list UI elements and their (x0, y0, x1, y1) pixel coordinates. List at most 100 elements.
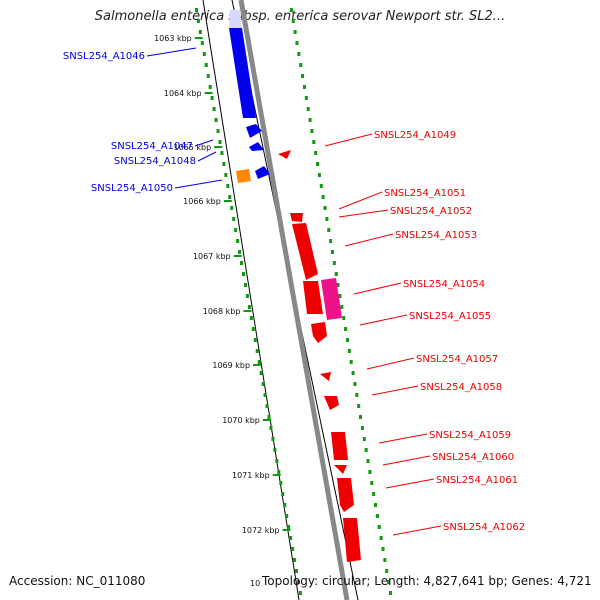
guide-dot (271, 437, 275, 441)
tick-label: 1070 kbp (222, 416, 260, 425)
guide-dot (293, 558, 297, 562)
leader-line (392, 525, 442, 536)
guide-dot (349, 360, 353, 364)
guide-dot (298, 591, 302, 595)
gene-feature-light (229, 10, 242, 28)
guide-dot (294, 569, 298, 573)
guide-dot (242, 272, 246, 276)
guide-dot (360, 426, 364, 430)
guide-dot (291, 19, 295, 23)
guide-dot (329, 239, 333, 243)
guide-dot (323, 206, 327, 210)
guide-dot (362, 437, 366, 441)
gene-label: SNSL254_A1061 (436, 475, 518, 486)
guide-dot (374, 503, 378, 507)
guide-dot (269, 426, 273, 430)
leader-line (366, 357, 415, 370)
gene-features (229, 10, 361, 562)
guide-dot (214, 118, 218, 122)
gene-label: SNSL254_A1059 (429, 430, 511, 441)
guide-dot (289, 536, 293, 540)
guide-dot (234, 228, 238, 232)
guide-dot (338, 294, 342, 298)
guide-dot (287, 525, 291, 529)
tick-stub: 10 (250, 579, 261, 588)
guide-dot (289, 8, 293, 12)
tick-label: 1069 kbp (212, 361, 250, 370)
guide-dot (340, 305, 344, 309)
gene-feature (320, 372, 331, 381)
guide-dot (332, 261, 336, 265)
tick-label: 1071 kbp (232, 471, 270, 480)
tick-label: 1066 kbp (183, 197, 221, 206)
guide-dot (383, 558, 387, 562)
guide-dot (259, 371, 263, 375)
guide-dot (368, 470, 372, 474)
gene-feature (324, 396, 339, 410)
guide-dot (355, 393, 359, 397)
gene-feature (321, 278, 342, 320)
guide-dot (277, 470, 281, 474)
guide-dot (247, 305, 251, 309)
guide-dot (381, 547, 385, 551)
guide-dot (306, 107, 310, 111)
gene-label: SNSL254_A1049 (374, 130, 456, 141)
gene-feature (290, 213, 303, 222)
guide-dot (228, 195, 232, 199)
guide-dot (345, 338, 349, 342)
guide-dot (212, 107, 216, 111)
guide-dot (370, 481, 374, 485)
leader-line (378, 433, 428, 444)
tick-label: 1072 kbp (242, 526, 280, 535)
gene-feature (249, 142, 264, 151)
guide-dot (295, 41, 299, 45)
guide-dot (198, 30, 202, 34)
guide-dot (216, 129, 220, 133)
gene-label: SNSL254_A1046 (63, 51, 145, 62)
guide-dot (357, 404, 361, 408)
guide-dot (226, 184, 230, 188)
leader-line (194, 139, 214, 147)
gene-feature (334, 465, 347, 474)
inner-track-line (202, 0, 300, 600)
leader-line (197, 151, 217, 162)
guide-dot (293, 30, 297, 34)
tick-label: 1068 kbp (203, 307, 241, 316)
leader-line (359, 314, 408, 326)
guide-dot (275, 459, 279, 463)
guide-dot (285, 514, 289, 518)
kbp-ticks: 1063 kbp 1064 kbp 1065 kbp 1066 kbp 1067 kbp… (154, 34, 291, 535)
gene-label: SNSL254_A1047 (111, 141, 193, 152)
guide-dot (301, 74, 305, 78)
guide-dot (222, 162, 226, 166)
gene-label: SNSL254_A1055 (409, 311, 491, 322)
gene-feature (331, 432, 348, 460)
guide-dot (224, 173, 228, 177)
guide-dot (296, 580, 300, 584)
guide-dot (388, 591, 392, 595)
leader-line (338, 209, 389, 218)
guide-dot (240, 261, 244, 265)
guide-dot (273, 448, 277, 452)
guide-dot (308, 118, 312, 122)
gene-label: SNSL254_A1051 (384, 188, 466, 199)
guide-dot (196, 19, 200, 23)
guide-dot (265, 404, 269, 408)
leader-line (338, 191, 383, 210)
guide-dot (251, 327, 255, 331)
leader-line (382, 455, 431, 466)
tick-label: 1067 kbp (193, 252, 231, 261)
leader-line (146, 47, 197, 57)
gene-label: SNSL254_A1053 (395, 230, 477, 241)
guide-dot (353, 382, 357, 386)
leader-line (353, 282, 402, 295)
guide-dot (261, 382, 265, 386)
guide-dot (204, 63, 208, 67)
right-dotted-guide (289, 8, 392, 595)
gene-feature (337, 478, 354, 512)
guide-dot (194, 8, 198, 12)
gene-label: SNSL254_A1062 (443, 522, 525, 533)
guide-dot (253, 338, 257, 342)
gene-labels: SNSL254_A1046 SNSL254_A1047 SNSL254_A1048 S… (63, 47, 525, 536)
